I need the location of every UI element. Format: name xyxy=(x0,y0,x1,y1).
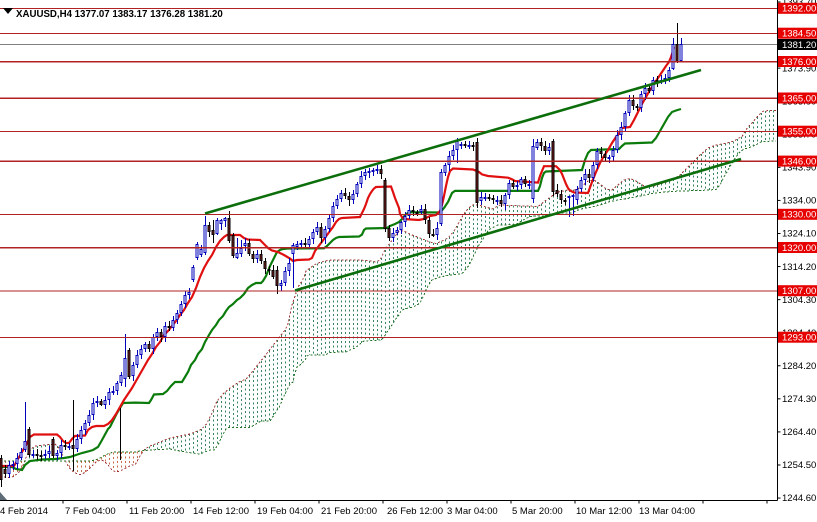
svg-text:1346.00: 1346.00 xyxy=(782,157,816,168)
svg-text:1334.00: 1334.00 xyxy=(782,196,816,207)
svg-text:1307.00: 1307.00 xyxy=(782,286,816,297)
svg-text:1381.20: 1381.20 xyxy=(782,40,816,51)
svg-text:1264.40: 1264.40 xyxy=(782,427,816,438)
svg-text:3 Mar 04:00: 3 Mar 04:00 xyxy=(447,506,498,517)
svg-text:1244.60: 1244.60 xyxy=(782,493,816,504)
svg-text:1254.50: 1254.50 xyxy=(782,460,816,471)
svg-text:1293.00: 1293.00 xyxy=(782,333,816,344)
svg-text:11 Feb 20:00: 11 Feb 20:00 xyxy=(129,506,184,517)
svg-text:4 Feb 2014: 4 Feb 2014 xyxy=(0,506,48,517)
svg-text:10 Mar 12:00: 10 Mar 12:00 xyxy=(576,506,632,517)
svg-text:1274.30: 1274.30 xyxy=(782,394,816,405)
svg-text:1365.00: 1365.00 xyxy=(782,93,816,104)
svg-text:5 Mar 20:00: 5 Mar 20:00 xyxy=(512,506,563,517)
svg-text:1314.20: 1314.20 xyxy=(782,262,816,273)
svg-text:1355.00: 1355.00 xyxy=(782,127,816,138)
svg-text:1324.10: 1324.10 xyxy=(782,229,816,240)
svg-text:26 Feb 12:00: 26 Feb 12:00 xyxy=(387,506,443,517)
svg-text:1320.00: 1320.00 xyxy=(782,243,816,254)
svg-text:14 Feb 12:00: 14 Feb 12:00 xyxy=(193,506,249,517)
svg-text:1343.90: 1343.90 xyxy=(782,163,816,174)
svg-text:13 Mar 04:00: 13 Mar 04:00 xyxy=(639,506,695,517)
svg-text:XAUUSD,H4 1377.07 1383.17 1376: XAUUSD,H4 1377.07 1383.17 1376.28 1381.2… xyxy=(16,9,223,20)
svg-text:1384.50: 1384.50 xyxy=(782,29,816,40)
svg-text:1304.30: 1304.30 xyxy=(782,295,816,306)
svg-text:7 Feb 04:00: 7 Feb 04:00 xyxy=(65,506,116,517)
svg-text:1373.90: 1373.90 xyxy=(782,63,816,74)
svg-text:19 Feb 04:00: 19 Feb 04:00 xyxy=(257,506,313,517)
svg-text:21 Feb 20:00: 21 Feb 20:00 xyxy=(321,506,377,517)
svg-text:1392.00: 1392.00 xyxy=(782,4,816,15)
svg-text:1330.00: 1330.00 xyxy=(782,210,816,221)
svg-text:1376.00: 1376.00 xyxy=(782,57,816,68)
svg-text:1284.20: 1284.20 xyxy=(782,361,816,372)
